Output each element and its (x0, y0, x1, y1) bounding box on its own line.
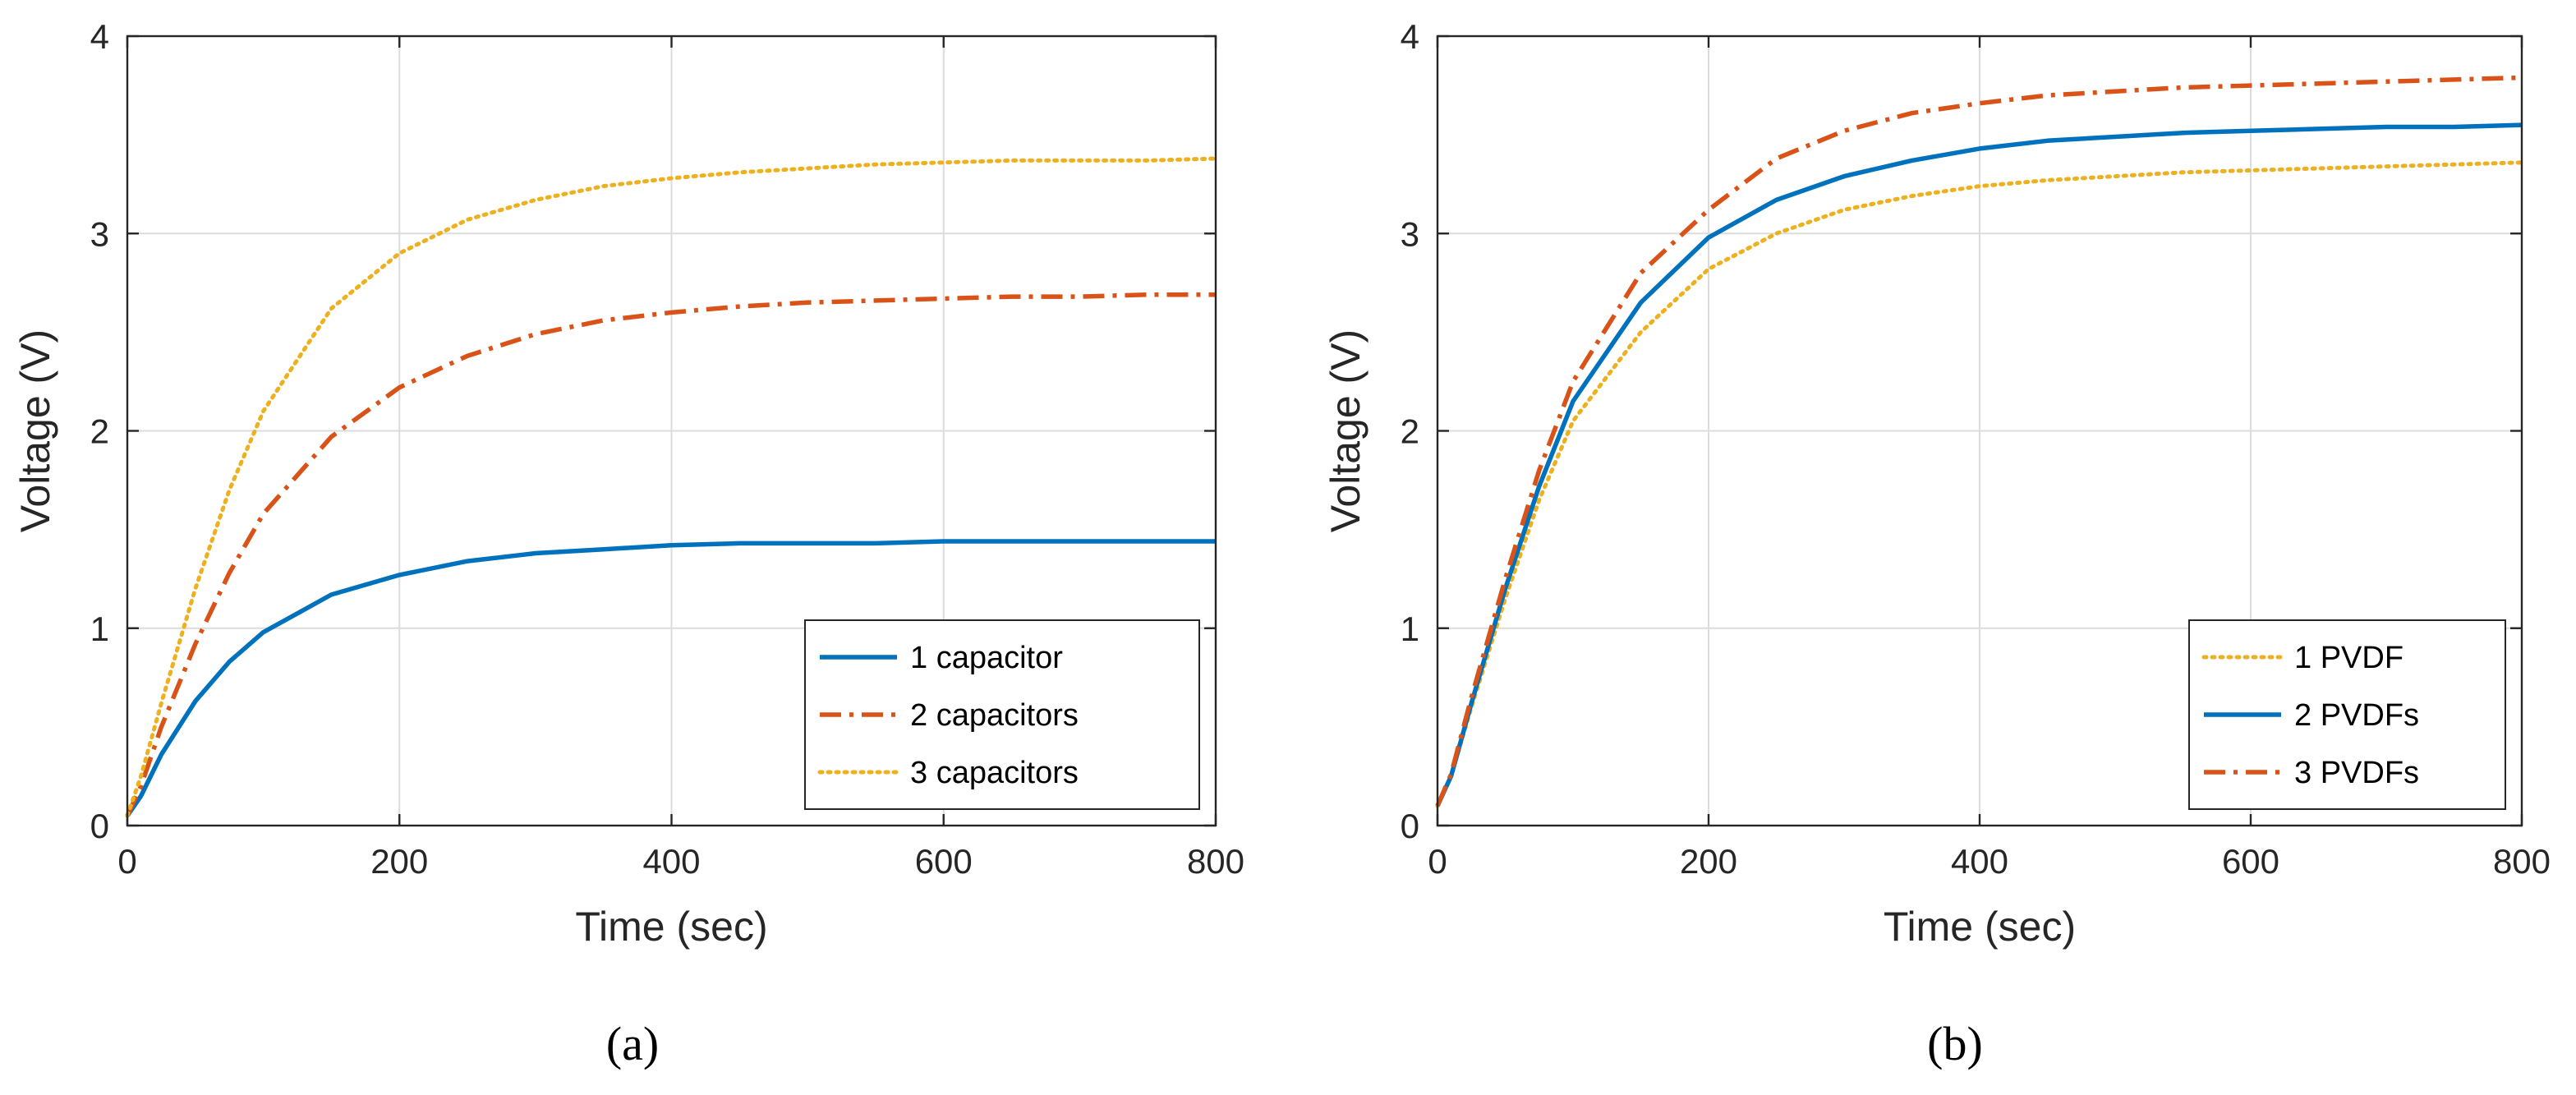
legend-label-3: 3 PVDFs (2294, 756, 2419, 790)
x-axis-label: Time (sec) (1884, 904, 2076, 950)
y-tick-label: 2 (90, 412, 109, 451)
series-line-1 (1435, 160, 2524, 808)
series-line-3 (125, 156, 1218, 818)
series-line-1 (125, 539, 1216, 817)
legend-label-1: 1 PVDF (2294, 641, 2404, 675)
panel-caption: (b) (1927, 1017, 1983, 1070)
y-tick-label: 4 (90, 17, 109, 56)
y-tick-label: 0 (1401, 807, 1419, 845)
x-tick-label: 200 (1680, 842, 1737, 881)
legend-label-2: 2 capacitors (910, 698, 1079, 733)
legend-label-1: 1 capacitor (910, 641, 1063, 675)
x-tick-label: 0 (1428, 842, 1447, 881)
legend-label-2: 2 PVDFs (2294, 698, 2419, 733)
x-axis-label: Time (sec) (575, 904, 767, 950)
panel-a: 0 200 400 600 800 0 1 2 3 4 Time (sec) Voltage (V) 1… (12, 17, 1244, 1070)
x-tick-label: 800 (1187, 842, 1244, 881)
x-tick-label: 200 (370, 842, 428, 881)
x-tick-label: 0 (117, 842, 136, 881)
legend: 1 PVDF 2 PVDFs 3 PVDFs (2188, 619, 2506, 810)
series-line-3 (1435, 75, 2523, 807)
x-tick-label: 600 (2222, 842, 2279, 881)
series-line-2 (1435, 122, 2523, 807)
panel-caption: (a) (606, 1017, 659, 1070)
y-tick-label: 3 (90, 214, 109, 253)
x-tick-label: 400 (642, 842, 700, 881)
y-axis-label: Voltage (V) (12, 329, 58, 532)
legend-label-3: 3 capacitors (910, 756, 1079, 790)
panel-b: 0 200 400 600 800 0 1 2 3 4 Time (sec) Voltage (V) 1… (1322, 17, 2551, 1070)
legend: 1 capacitor 2 capacitors 3 capacitors (804, 619, 1200, 810)
x-tick-label: 800 (2493, 842, 2551, 881)
y-tick-label: 3 (1401, 214, 1419, 253)
series-line-2 (125, 292, 1216, 817)
y-tick-label: 2 (1401, 412, 1419, 451)
y-tick-label: 1 (90, 610, 109, 648)
x-tick-label: 400 (1951, 842, 2008, 881)
y-axis-label: Voltage (V) (1322, 329, 1368, 532)
y-tick-label: 0 (90, 807, 109, 845)
y-tick-label: 1 (1401, 610, 1419, 648)
x-tick-label: 600 (915, 842, 973, 881)
y-tick-label: 4 (1401, 17, 1419, 56)
